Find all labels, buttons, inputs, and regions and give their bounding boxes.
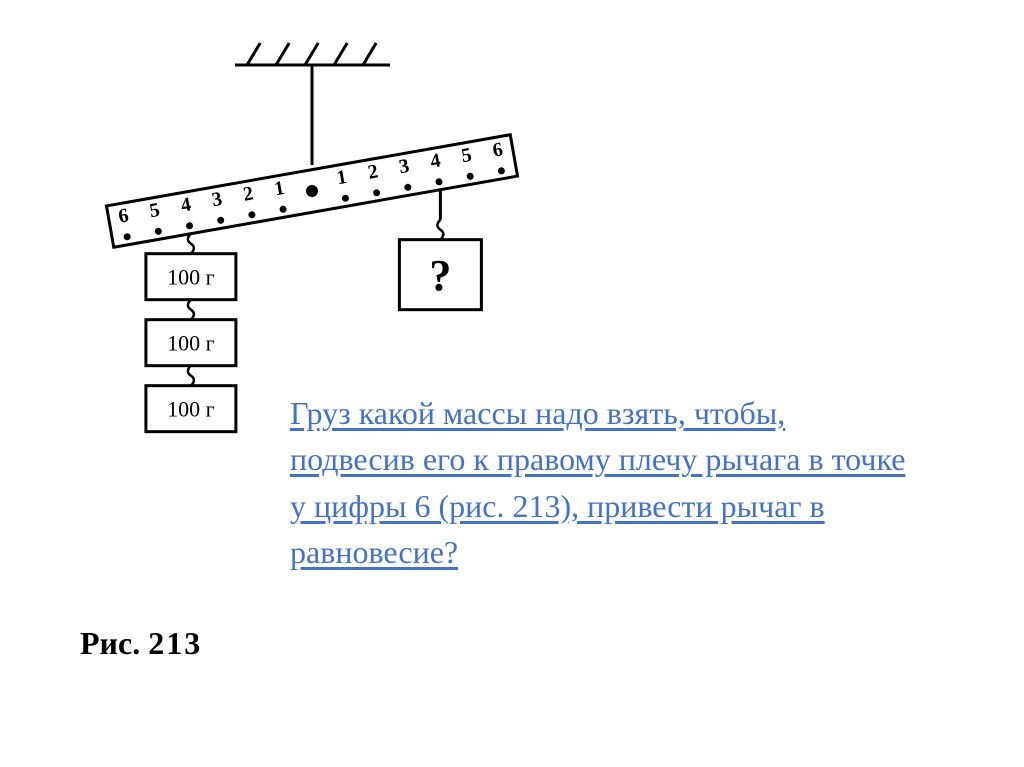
question-container: Груз какой массы надо взять, чтобы, подв… (290, 390, 910, 576)
svg-text:100 г: 100 г (167, 264, 215, 289)
question-text: Груз какой массы надо взять, чтобы, подв… (290, 390, 910, 576)
lever-diagram: 654321123456100 г100 г100 г? (80, 35, 580, 715)
svg-text:?: ? (429, 251, 451, 300)
figure-prefix: Рис. (80, 625, 140, 661)
svg-text:100 г: 100 г (167, 330, 215, 355)
svg-text:100 г: 100 г (167, 396, 215, 421)
figure-label: Рис. 213 (80, 625, 202, 662)
figure-number: 213 (148, 625, 202, 661)
